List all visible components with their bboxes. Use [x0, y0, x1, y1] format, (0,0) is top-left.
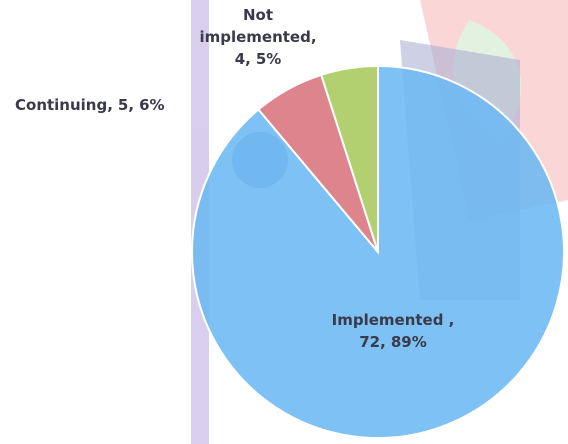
- chart: Implemented , 72, 89% Continuing, 5, 6% Not imp…: [0, 0, 568, 444]
- label-name: Implemented ,: [332, 311, 455, 329]
- label-value: 5,: [118, 96, 134, 114]
- pie: [192, 66, 564, 438]
- label-value: 4,: [235, 50, 251, 68]
- label-percent: 6%: [139, 96, 164, 114]
- label-name-part: Not: [243, 6, 273, 24]
- label-value: 72,: [359, 333, 386, 351]
- data-label: Continuing, 5, 6%: [15, 96, 165, 114]
- label-name-part: implemented,: [199, 28, 316, 46]
- label-percent: 5%: [256, 50, 281, 68]
- label-name: Not implemented,: [199, 6, 316, 46]
- data-label: Not implemented, 4, 5%: [199, 6, 316, 68]
- label-name: Continuing,: [15, 96, 113, 114]
- label-percent: 89%: [391, 333, 427, 351]
